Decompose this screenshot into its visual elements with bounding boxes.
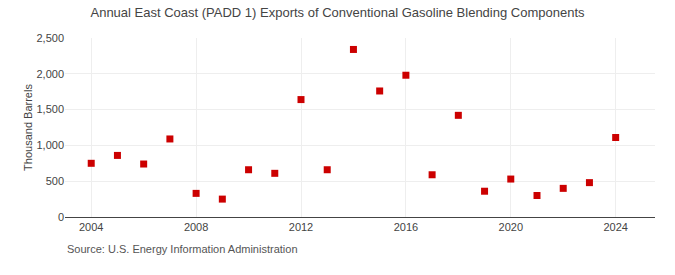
- svg-text:Source: U.S. Energy Informatio: Source: U.S. Energy Information Administ…: [67, 243, 298, 255]
- svg-text:2,000: 2,000: [36, 68, 64, 80]
- svg-text:2024: 2024: [603, 221, 627, 233]
- svg-text:2012: 2012: [289, 221, 313, 233]
- svg-text:Thousand Barrels: Thousand Barrels: [22, 84, 34, 171]
- svg-text:2008: 2008: [184, 221, 208, 233]
- svg-text:2004: 2004: [79, 221, 103, 233]
- svg-text:0: 0: [58, 211, 64, 223]
- svg-text:2020: 2020: [499, 221, 523, 233]
- svg-text:Annual East Coast (PADD 1) Exp: Annual East Coast (PADD 1) Exports of Co…: [90, 5, 585, 20]
- svg-text:500: 500: [46, 175, 64, 187]
- svg-text:2,500: 2,500: [36, 32, 64, 44]
- svg-text:1,500: 1,500: [36, 103, 64, 115]
- svg-text:2016: 2016: [394, 221, 418, 233]
- svg-text:1,000: 1,000: [36, 139, 64, 151]
